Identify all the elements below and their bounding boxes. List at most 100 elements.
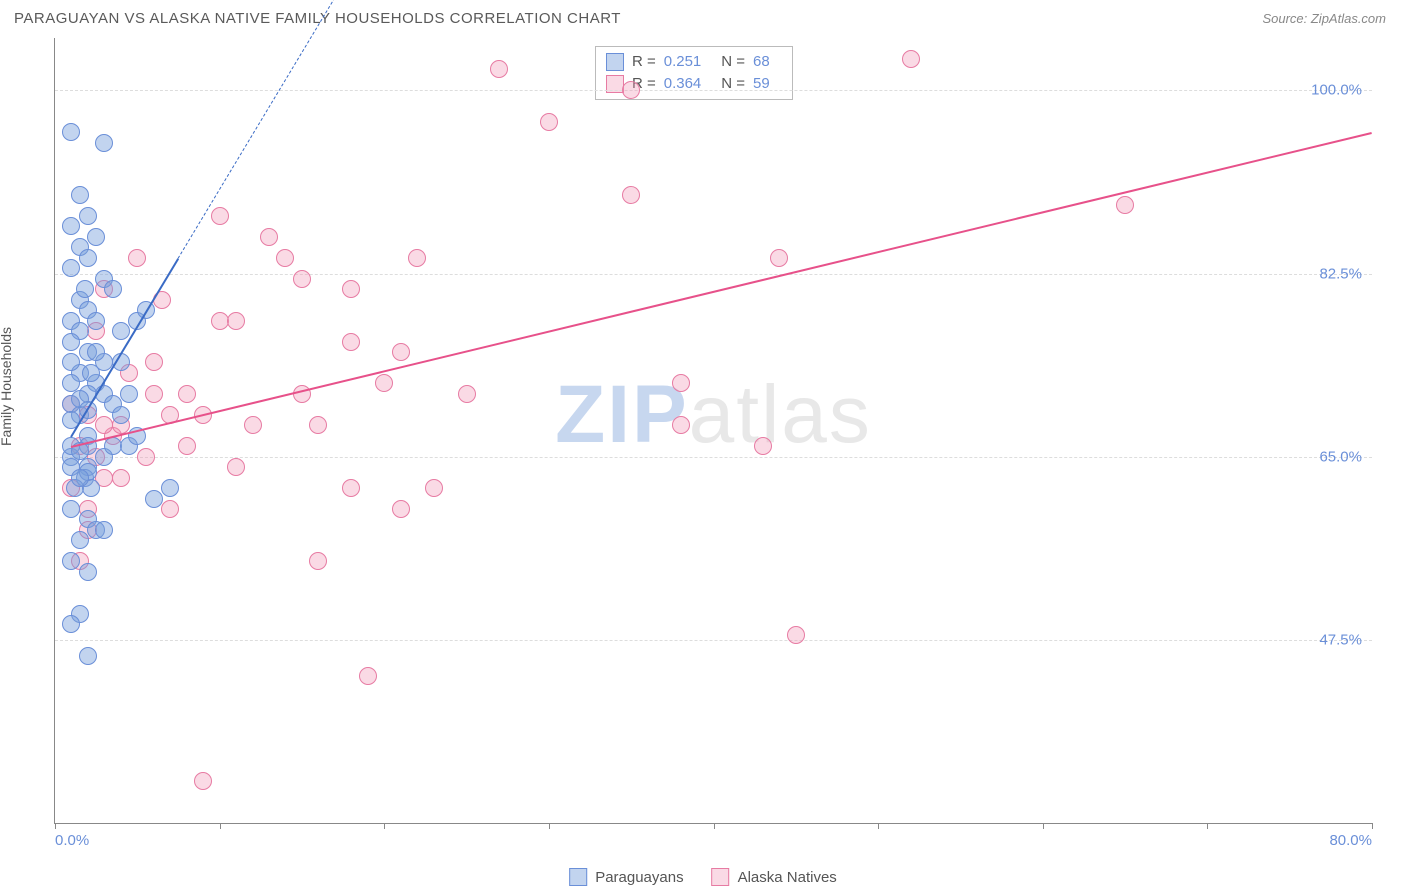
y-tick-label: 82.5% — [1319, 265, 1362, 282]
point-alaska-native — [211, 207, 229, 225]
point-paraguayan — [112, 322, 130, 340]
point-alaska-native — [672, 416, 690, 434]
watermark: ZIPatlas — [555, 368, 872, 462]
gridline — [55, 90, 1372, 91]
x-tick — [1207, 823, 1208, 829]
point-paraguayan — [161, 479, 179, 497]
point-paraguayan — [145, 490, 163, 508]
point-alaska-native — [672, 374, 690, 392]
point-paraguayan — [79, 207, 97, 225]
point-paraguayan — [62, 615, 80, 633]
point-alaska-native — [622, 186, 640, 204]
point-paraguayan — [112, 406, 130, 424]
legend-label: Alaska Natives — [738, 869, 837, 886]
point-alaska-native — [194, 772, 212, 790]
legend-item: Alaska Natives — [712, 868, 837, 886]
point-alaska-native — [540, 113, 558, 131]
chart-area: Family Households ZIPatlas R = 0.251N = … — [14, 38, 1392, 854]
point-paraguayan — [82, 364, 100, 382]
point-paraguayan — [62, 353, 80, 371]
point-alaska-native — [375, 374, 393, 392]
point-paraguayan — [62, 333, 80, 351]
x-tick — [549, 823, 550, 829]
legend-swatch — [712, 868, 730, 886]
point-paraguayan — [87, 312, 105, 330]
point-alaska-native — [342, 479, 360, 497]
point-alaska-native — [392, 343, 410, 361]
point-paraguayan — [87, 228, 105, 246]
point-paraguayan — [71, 531, 89, 549]
point-paraguayan — [79, 647, 97, 665]
point-paraguayan — [62, 552, 80, 570]
point-alaska-native — [622, 81, 640, 99]
point-alaska-native — [309, 416, 327, 434]
point-alaska-native — [787, 626, 805, 644]
point-alaska-native — [145, 385, 163, 403]
point-alaska-native — [342, 280, 360, 298]
point-alaska-native — [112, 469, 130, 487]
legend-swatch — [606, 53, 624, 71]
gridline — [55, 274, 1372, 275]
point-alaska-native — [244, 416, 262, 434]
point-paraguayan — [76, 280, 94, 298]
point-paraguayan — [62, 123, 80, 141]
x-tick — [714, 823, 715, 829]
y-tick-label: 65.0% — [1319, 448, 1362, 465]
point-alaska-native — [458, 385, 476, 403]
point-paraguayan — [62, 259, 80, 277]
series-legend: Paraguayans Alaska Natives — [569, 868, 837, 886]
point-alaska-native — [211, 312, 229, 330]
point-paraguayan — [120, 385, 138, 403]
legend-swatch — [569, 868, 587, 886]
point-alaska-native — [408, 249, 426, 267]
x-tick-label: 0.0% — [55, 832, 89, 849]
point-paraguayan — [62, 500, 80, 518]
point-alaska-native — [145, 353, 163, 371]
point-alaska-native — [392, 500, 410, 518]
legend-item: Paraguayans — [569, 868, 683, 886]
point-paraguayan — [62, 217, 80, 235]
point-alaska-native — [1116, 196, 1134, 214]
x-tick — [878, 823, 879, 829]
point-alaska-native — [260, 228, 278, 246]
point-alaska-native — [754, 437, 772, 455]
point-alaska-native — [161, 500, 179, 518]
point-alaska-native — [227, 458, 245, 476]
point-alaska-native — [227, 312, 245, 330]
x-tick — [220, 823, 221, 829]
point-alaska-native — [293, 270, 311, 288]
point-alaska-native — [770, 249, 788, 267]
point-alaska-native — [902, 50, 920, 68]
x-tick — [1372, 823, 1373, 829]
point-paraguayan — [95, 521, 113, 539]
point-alaska-native — [178, 385, 196, 403]
y-axis-label: Family Households — [0, 327, 14, 446]
point-alaska-native — [276, 249, 294, 267]
x-tick — [55, 823, 56, 829]
source-attribution: Source: ZipAtlas.com — [1262, 11, 1386, 26]
y-tick-label: 100.0% — [1311, 82, 1362, 99]
plot-region: ZIPatlas R = 0.251N = 68R = 0.364N = 59 … — [54, 38, 1372, 824]
point-alaska-native — [490, 60, 508, 78]
point-paraguayan — [71, 186, 89, 204]
point-alaska-native — [95, 416, 113, 434]
trendline-alaska-native — [71, 132, 1372, 448]
point-paraguayan — [104, 437, 122, 455]
gridline — [55, 457, 1372, 458]
legend-label: Paraguayans — [595, 869, 683, 886]
x-tick — [384, 823, 385, 829]
gridline — [55, 640, 1372, 641]
point-paraguayan — [79, 249, 97, 267]
point-alaska-native — [425, 479, 443, 497]
point-alaska-native — [309, 552, 327, 570]
point-alaska-native — [342, 333, 360, 351]
x-tick-label: 80.0% — [1329, 832, 1372, 849]
point-alaska-native — [178, 437, 196, 455]
trendline-paraguayan-extrapolated — [178, 0, 393, 259]
point-alaska-native — [137, 448, 155, 466]
point-alaska-native — [359, 667, 377, 685]
point-alaska-native — [128, 249, 146, 267]
point-paraguayan — [104, 280, 122, 298]
x-tick — [1043, 823, 1044, 829]
stats-legend-row: R = 0.251N = 68 — [606, 51, 782, 73]
